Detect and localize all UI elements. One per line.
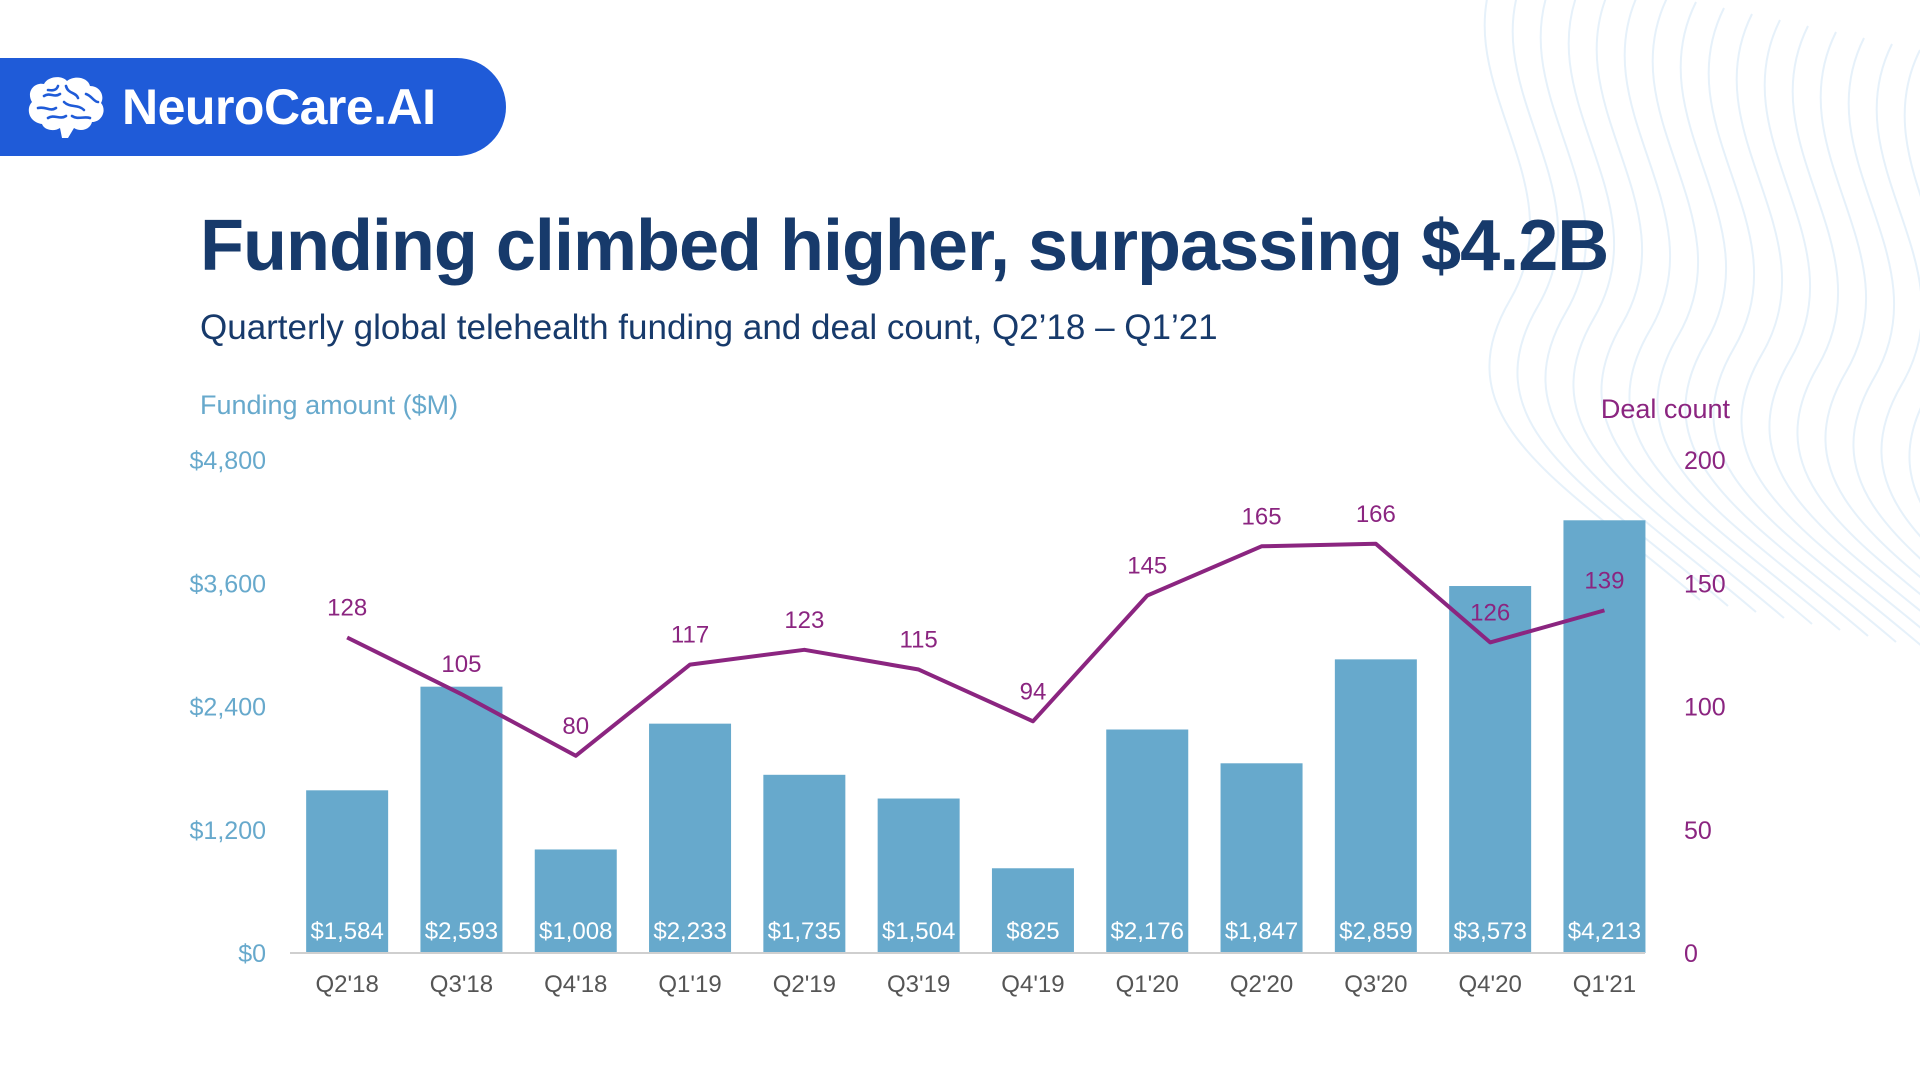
deal-count-label: 165 — [1242, 503, 1282, 530]
y-axis-right-tick-label: 100 — [1684, 694, 1726, 722]
funding-bar — [1106, 729, 1189, 953]
deal-count-label: 117 — [671, 622, 709, 649]
deal-count-label: 145 — [1127, 553, 1167, 580]
x-axis-tick-label: Q1'21 — [1573, 971, 1636, 998]
deal-count-label: 128 — [327, 594, 367, 621]
y-axis-left-tick-label: $2,400 — [190, 694, 266, 722]
funding-bar-label: $825 — [1006, 918, 1059, 945]
background-wave — [1567, 0, 1785, 619]
funding-bar-label: $1,847 — [1225, 918, 1298, 945]
page-title: Funding climbed higher, surpassing $4.2B — [200, 206, 1609, 286]
background-wave — [1679, 1, 1897, 643]
y-axis-left-tick-label: $0 — [238, 940, 266, 968]
y-axis-left-tick-label: $4,800 — [190, 447, 266, 475]
y-axis-left-tick-label: $1,200 — [190, 817, 266, 845]
background-wave — [1707, 7, 1920, 646]
deal-count-label: 80 — [562, 713, 589, 740]
brain-icon — [28, 77, 104, 138]
background-wave — [1791, 25, 1920, 596]
deal-count-label: 123 — [784, 607, 824, 634]
background-wave — [1819, 31, 1920, 579]
x-axis-tick-label: Q2'20 — [1230, 971, 1293, 998]
funding-bar-label: $2,593 — [425, 918, 498, 945]
funding-bar — [1449, 586, 1532, 953]
funding-bar — [991, 868, 1074, 953]
funding-bar-label: $2,859 — [1339, 918, 1412, 945]
background-wave — [1511, 0, 1729, 607]
deal-count-label: 139 — [1584, 567, 1624, 594]
brand-logo-pill: NeuroCare.AI — [0, 58, 506, 156]
funding-bar — [1220, 763, 1303, 953]
x-axis-tick-label: Q4'18 — [544, 971, 607, 998]
background-wave — [1595, 0, 1813, 625]
funding-bar-label: $3,573 — [1453, 918, 1526, 945]
deal-count-label: 126 — [1470, 599, 1510, 626]
funding-bar-label: $2,176 — [1111, 918, 1184, 945]
x-axis-tick-label: Q2'18 — [316, 971, 379, 998]
background-wave — [1483, 0, 1701, 601]
background-wave — [1763, 19, 1920, 612]
x-axis-tick-label: Q1'20 — [1116, 971, 1179, 998]
background-wave — [1847, 37, 1920, 560]
y-axis-left-tick-label: $3,600 — [190, 570, 266, 598]
y-axis-right-tick-label: 150 — [1684, 570, 1726, 598]
funding-bar-label: $4,213 — [1568, 918, 1641, 945]
background-wave — [1623, 0, 1841, 631]
x-axis-tick-label: Q2'19 — [773, 971, 836, 998]
funding-bar — [306, 790, 389, 953]
funding-bar-label: $1,584 — [310, 918, 383, 945]
deal-count-line — [346, 541, 1605, 758]
deal-count-label: 105 — [441, 651, 481, 678]
background-wave — [1539, 0, 1757, 613]
y-axis-right-tick-label: 0 — [1684, 940, 1698, 968]
x-axis-tick-label: Q3'18 — [430, 971, 493, 998]
funding-bar — [877, 798, 960, 953]
funding-bar — [420, 686, 503, 953]
x-axis-tick-label: Q1'19 — [658, 971, 721, 998]
y-axis-right-title: Deal count — [1601, 394, 1731, 424]
funding-bar-label: $1,735 — [768, 918, 841, 945]
brand-name: NeuroCare.AI — [122, 79, 436, 135]
funding-bar-label: $1,504 — [882, 918, 955, 945]
background-wave — [1651, 0, 1869, 637]
deal-count-label: 166 — [1356, 501, 1396, 528]
y-axis-right-tick-label: 200 — [1684, 447, 1726, 475]
background-wave — [1735, 13, 1920, 629]
funding-bar — [1334, 659, 1417, 953]
x-axis-tick-label: Q3'20 — [1344, 971, 1407, 998]
funding-bar — [763, 774, 846, 953]
funding-bar-label: $2,233 — [653, 918, 726, 945]
x-axis-tick-label: Q4'20 — [1459, 971, 1522, 998]
funding-bar — [649, 723, 732, 953]
deal-count-label: 94 — [1020, 678, 1047, 705]
funding-bar-label: $1,008 — [539, 918, 612, 945]
page-subtitle: Quarterly global telehealth funding and … — [200, 308, 1218, 347]
deal-count-label: 115 — [900, 627, 938, 654]
background-wave — [1875, 43, 1920, 538]
funding-bar — [534, 849, 617, 953]
funding-bar — [1563, 520, 1646, 953]
x-axis-tick-label: Q3'19 — [887, 971, 950, 998]
background-wave — [1903, 49, 1920, 504]
y-axis-right-tick-label: 50 — [1684, 817, 1712, 845]
x-axis-tick-label: Q4'19 — [1001, 971, 1064, 998]
y-axis-left-title: Funding amount ($M) — [200, 390, 458, 420]
